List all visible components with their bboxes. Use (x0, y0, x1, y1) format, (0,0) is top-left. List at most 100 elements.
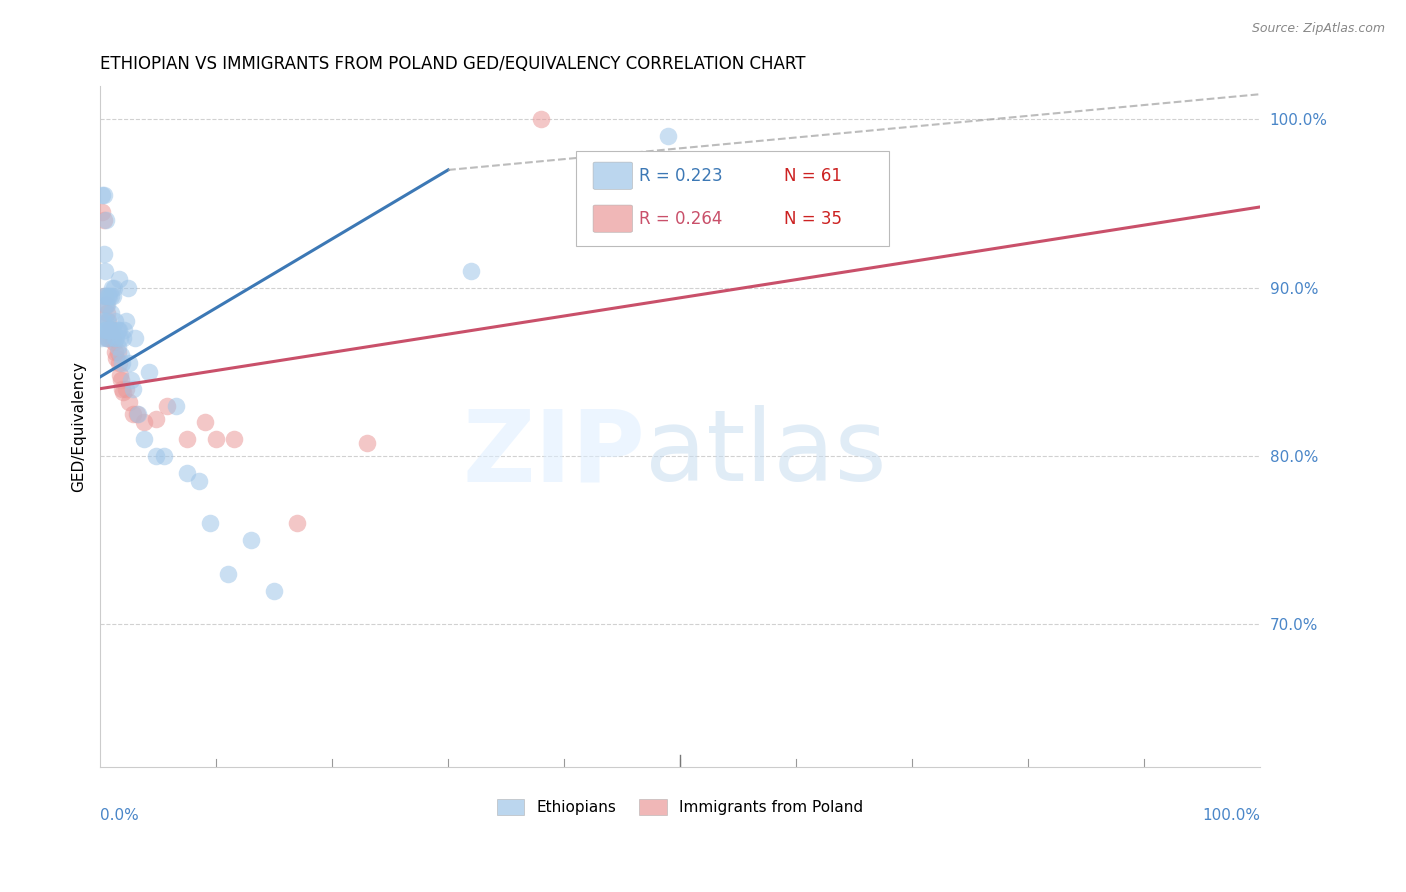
Point (114, 323, 136, 337)
Text: N = 35: N = 35 (785, 210, 842, 227)
Point (110, 373, 132, 387)
Point (93, 289, 115, 303)
Point (94, 297, 117, 311)
Point (107, 340, 129, 354)
Point (114, 382, 136, 396)
Point (117, 281, 139, 295)
Point (187, 474, 209, 488)
Point (108, 331, 131, 345)
Point (91, 188, 114, 202)
Point (193, 415, 215, 429)
Point (97, 331, 120, 345)
Point (118, 395, 141, 409)
Point (127, 407, 149, 421)
Text: 100.0%: 100.0% (1202, 808, 1260, 823)
Point (100, 281, 122, 295)
Point (93, 247, 115, 261)
Point (112, 385, 135, 400)
Point (98, 323, 121, 337)
Point (93, 213, 115, 227)
Point (98, 323, 121, 337)
Point (107, 323, 129, 337)
Point (138, 365, 160, 379)
Point (100, 323, 122, 337)
Point (94, 289, 117, 303)
Point (134, 432, 156, 446)
FancyBboxPatch shape (593, 205, 633, 232)
Point (111, 356, 134, 370)
Point (94, 264, 117, 278)
Point (657, 129, 679, 144)
FancyBboxPatch shape (593, 162, 633, 189)
Point (101, 323, 124, 337)
Point (104, 344, 127, 359)
Point (96, 297, 118, 311)
Point (105, 331, 128, 345)
Point (104, 314, 127, 328)
Point (93, 188, 115, 202)
Point (153, 449, 176, 463)
Point (165, 399, 187, 413)
Point (94, 331, 117, 345)
Text: R = 0.223: R = 0.223 (640, 167, 723, 185)
Y-axis label: GED/Equivalency: GED/Equivalency (72, 361, 86, 492)
Point (107, 356, 129, 370)
Point (96, 314, 118, 328)
Point (94, 289, 117, 303)
Point (530, 112, 553, 127)
Point (93, 314, 115, 328)
Point (118, 356, 141, 370)
Point (120, 373, 142, 387)
Point (97, 289, 120, 303)
Point (356, 435, 378, 450)
Point (90, 331, 112, 345)
Point (217, 566, 239, 581)
Point (285, 516, 308, 531)
Text: ETHIOPIAN VS IMMIGRANTS FROM POLAND GED/EQUIVALENCY CORRELATION CHART: ETHIOPIAN VS IMMIGRANTS FROM POLAND GED/… (100, 55, 806, 73)
Point (114, 314, 136, 328)
FancyBboxPatch shape (575, 151, 889, 246)
Point (94, 297, 117, 311)
Point (176, 432, 198, 446)
Point (156, 399, 179, 413)
Point (121, 407, 143, 421)
Legend: Ethiopians, Immigrants from Poland: Ethiopians, Immigrants from Poland (491, 793, 869, 821)
Point (94, 323, 117, 337)
Point (97, 331, 120, 345)
Point (103, 281, 125, 295)
Point (94, 323, 117, 337)
Point (94, 213, 117, 227)
Point (100, 331, 122, 345)
Text: atlas: atlas (645, 405, 887, 502)
Point (205, 432, 228, 446)
Point (176, 466, 198, 480)
Point (460, 264, 482, 278)
Text: 0.0%: 0.0% (100, 808, 139, 823)
Point (103, 334, 125, 349)
Point (112, 331, 135, 345)
Point (107, 323, 129, 337)
Point (96, 331, 118, 345)
Point (222, 432, 245, 446)
Point (200, 516, 222, 531)
Point (239, 533, 262, 548)
Text: R = 0.264: R = 0.264 (640, 210, 723, 227)
Text: N = 61: N = 61 (785, 167, 842, 185)
Point (263, 583, 285, 598)
Point (124, 331, 146, 345)
Point (97, 314, 120, 328)
Point (108, 368, 131, 383)
Point (100, 289, 122, 303)
Point (110, 348, 132, 362)
Point (96, 323, 118, 337)
Text: Source: ZipAtlas.com: Source: ZipAtlas.com (1251, 22, 1385, 36)
Point (134, 415, 156, 429)
Point (101, 331, 124, 345)
Point (127, 407, 149, 421)
Point (107, 272, 129, 286)
Point (100, 323, 122, 337)
Point (91, 205, 114, 219)
Point (107, 344, 129, 359)
Point (100, 306, 122, 320)
Point (145, 449, 167, 463)
